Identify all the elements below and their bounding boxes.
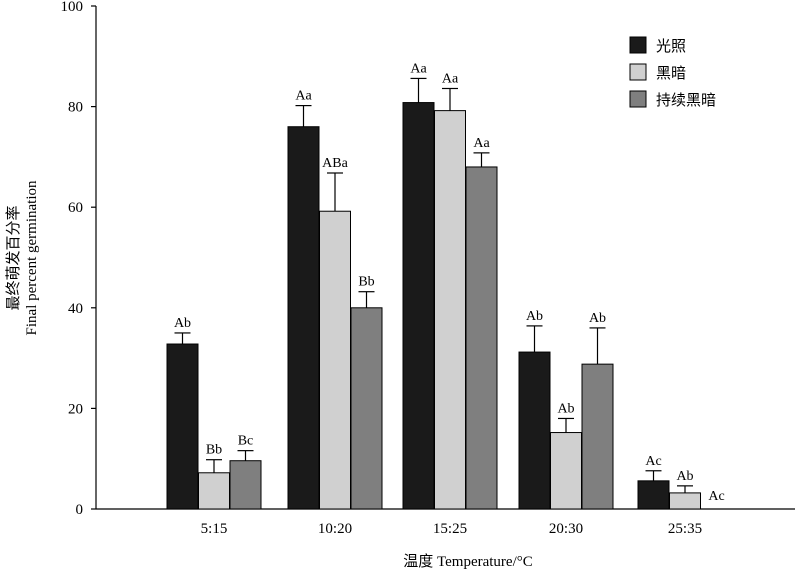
legend-label: 黑暗: [656, 64, 686, 82]
legend-label: 光照: [656, 37, 686, 55]
significance-label: Ab: [526, 309, 543, 324]
y-tick-label: 60: [68, 200, 83, 216]
bar: [350, 307, 383, 510]
x-tick-label: 10:20: [318, 521, 352, 537]
y-tick-label: 0: [76, 502, 84, 518]
significance-label: Ab: [557, 401, 574, 416]
bar: [319, 210, 351, 510]
significance-label: Ac: [708, 489, 724, 504]
x-tick-label: 5:15: [201, 521, 228, 537]
bar: [669, 492, 701, 510]
legend-label: 持续黑暗: [656, 91, 716, 109]
significance-label: Bb: [358, 275, 374, 290]
bar: [581, 363, 614, 510]
significance-label: Ac: [645, 454, 661, 469]
bar: [550, 432, 582, 510]
significance-label: Aa: [442, 71, 459, 86]
bars: [166, 102, 701, 510]
significance-label: Bb: [206, 443, 222, 458]
y-axis-title-english: Final percent germination: [24, 180, 40, 335]
y-tick-label: 40: [68, 301, 83, 317]
bar: [465, 166, 498, 510]
bar: [637, 480, 670, 510]
significance-label: Aa: [473, 136, 490, 151]
y-tick-label: 80: [68, 100, 83, 116]
y-axis-title-chinese: 最终萌发百分率: [5, 205, 22, 310]
bar: [229, 460, 262, 510]
significance-label: Bc: [238, 434, 254, 449]
x-axis-title: 温度 Temperature/°C: [403, 553, 533, 570]
bar: [402, 102, 435, 510]
legend-swatch: [629, 63, 647, 81]
significance-labels: Ab Aa Aa Ab Ac Bb ABa Aa Ab Ab Bc Bb Aa Ab Ac: [174, 61, 725, 504]
x-tick-label: 15:25: [433, 521, 467, 537]
legend-swatch: [629, 36, 647, 54]
legend-swatch: [629, 90, 647, 108]
significance-label: Ab: [676, 469, 693, 484]
error-bars: [174, 77, 693, 493]
x-ticks: 5:15 10:20 15:25 20:30 25:35: [201, 521, 702, 537]
significance-label: Ab: [589, 311, 606, 326]
y-ticks: 0 20 40 60 80 100: [61, 0, 96, 518]
x-tick-label: 25:35: [668, 521, 702, 537]
significance-label: Ab: [174, 316, 191, 331]
x-tick-label: 20:30: [549, 521, 583, 537]
significance-label: Aa: [295, 89, 312, 104]
bar: [166, 343, 199, 510]
y-tick-label: 100: [61, 0, 84, 15]
bar: [198, 472, 230, 510]
significance-label: ABa: [322, 156, 348, 171]
bar: [518, 351, 551, 510]
significance-label: Aa: [410, 61, 427, 76]
y-tick-label: 20: [68, 401, 83, 417]
bar: [287, 126, 320, 510]
bar: [434, 110, 466, 510]
